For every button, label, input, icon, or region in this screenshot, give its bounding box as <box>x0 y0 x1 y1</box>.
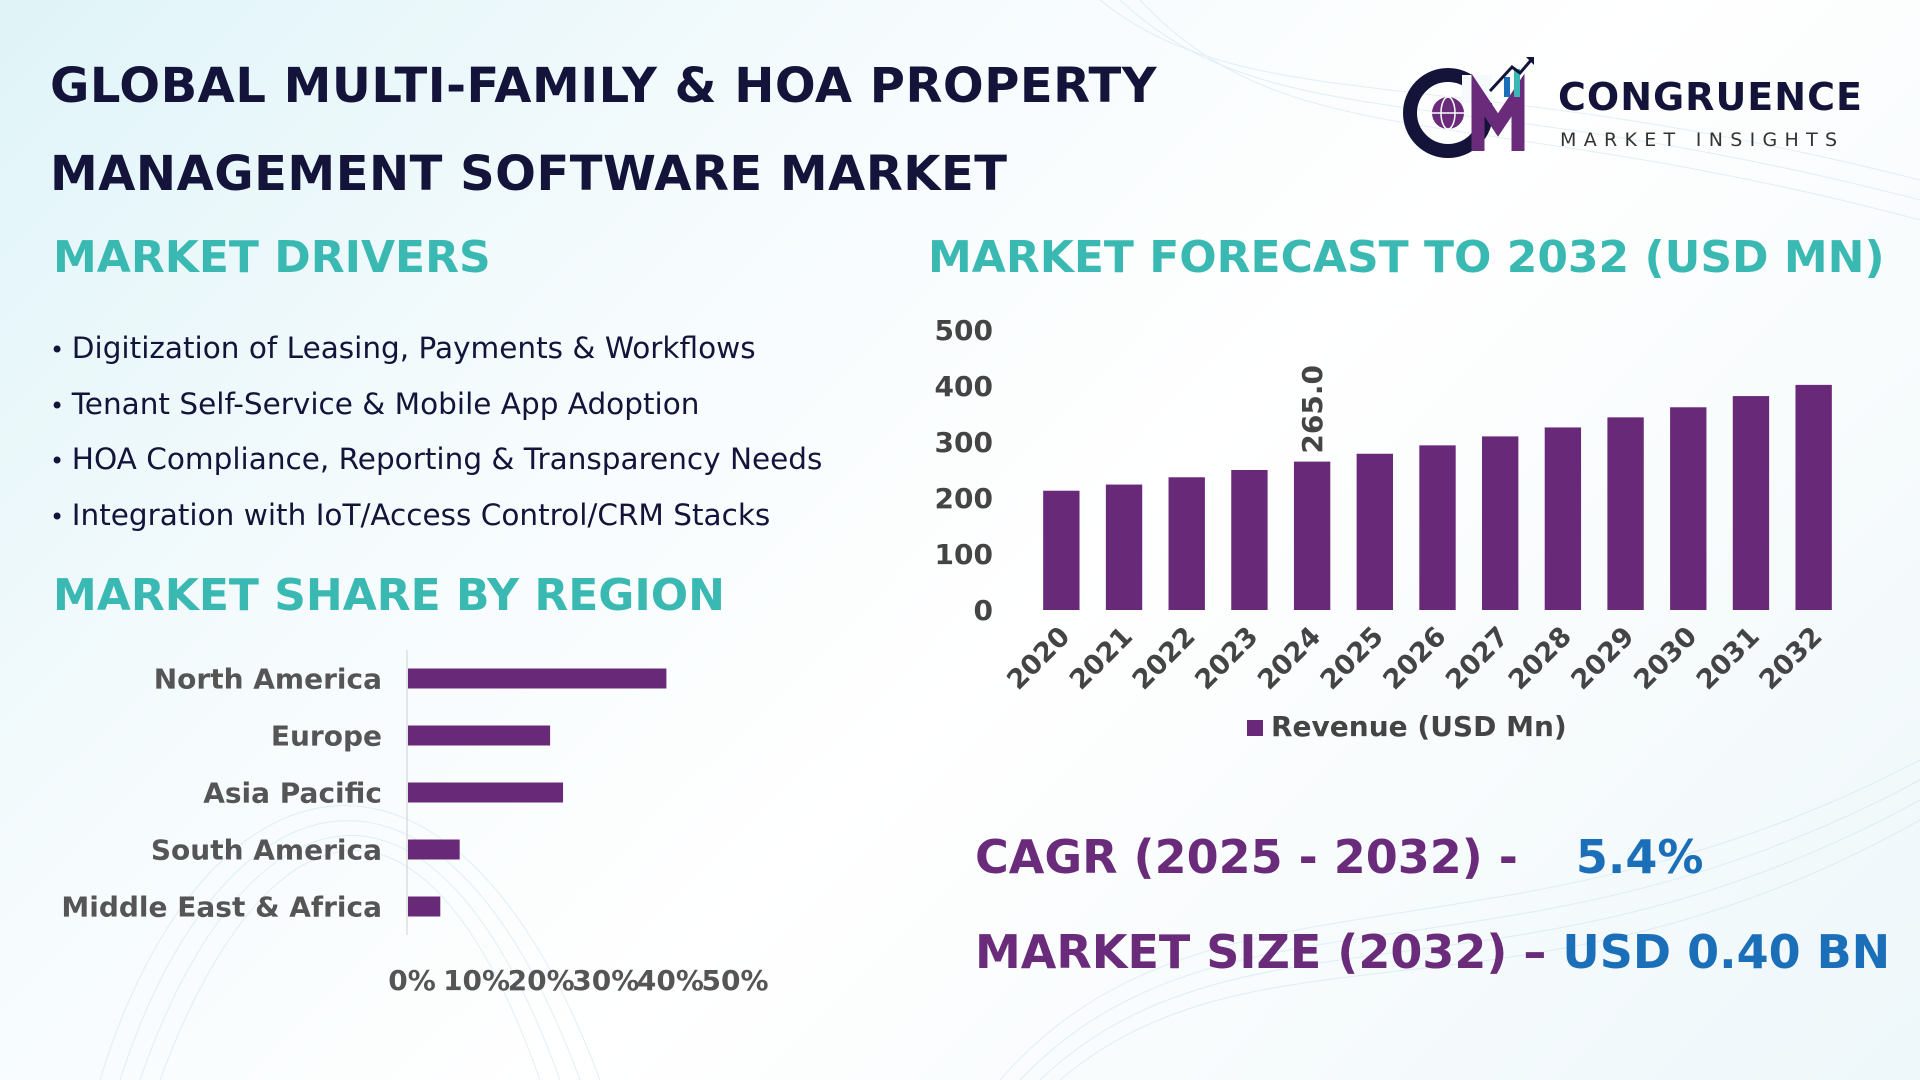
region-x-tick-label: 10% <box>443 964 510 997</box>
region-x-tick-label: 40% <box>637 964 704 997</box>
market-size-stat: MARKET SIZE (2032) – USD 0.40 BN <box>975 925 1890 979</box>
region-category-label: Europe <box>271 720 382 753</box>
forecast-bar <box>1419 445 1456 610</box>
forecast-x-tick-label: 2024 <box>1252 621 1327 696</box>
cagr-label: CAGR (2025 - 2032) - <box>975 830 1518 884</box>
forecast-x-tick-label: 2029 <box>1565 621 1640 696</box>
region-x-tick-label: 0% <box>388 964 436 997</box>
region-bar <box>408 839 460 860</box>
forecast-y-tick-label: 0 <box>974 594 993 627</box>
forecast-data-label: 265.0 <box>1296 365 1329 454</box>
cagr-value: 5.4% <box>1575 830 1704 884</box>
legend-swatch <box>1247 720 1263 736</box>
forecast-y-tick-label: 100 <box>935 538 993 571</box>
region-category-label: South America <box>151 834 382 867</box>
forecast-y-tick-label: 200 <box>935 482 993 515</box>
forecast-x-tick-label: 2028 <box>1503 621 1578 696</box>
forecast-bar <box>1482 436 1519 610</box>
forecast-bar <box>1544 427 1582 610</box>
forecast-bar <box>1607 417 1644 610</box>
region-bar <box>408 668 667 689</box>
market-share-region-chart: North America Europe Asia Pacific South Ame… <box>61 650 769 997</box>
driver-item: Integration with IoT/Access Control/CRM … <box>50 489 822 545</box>
market-drivers-list: Digitization of Leasing, Payments & Work… <box>50 322 823 545</box>
forecast-bar <box>1293 461 1331 610</box>
brand-tagline: MARKET INSIGHTS <box>1560 129 1845 151</box>
forecast-bar <box>1168 477 1205 610</box>
region-bar <box>408 725 551 746</box>
driver-item: Tenant Self-Service & Mobile App Adoptio… <box>50 378 822 434</box>
forecast-bar <box>1670 407 1707 610</box>
market-size-label: MARKET SIZE (2032) – <box>975 925 1547 979</box>
market-forecast-heading: MARKET FORECAST TO 2032 (USD MN) <box>928 232 1885 283</box>
region-bar <box>408 896 441 917</box>
forecast-bar <box>1043 490 1080 610</box>
forecast-x-tick-label: 2020 <box>1001 621 1076 696</box>
region-category-label: Asia Pacific <box>203 777 382 810</box>
forecast-x-tick-label: 2021 <box>1064 621 1139 696</box>
region-x-tick-label: 50% <box>701 964 768 997</box>
market-size-value: USD 0.40 BN <box>1562 925 1891 979</box>
legend-label: Revenue (USD Mn) <box>1271 710 1567 743</box>
page-title: GLOBAL MULTI-FAMILY & HOA PROPERTY MANAG… <box>50 42 1230 218</box>
driver-item: HOA Compliance, Reporting & Transparency… <box>50 433 823 489</box>
cmi-globe-chart-logo-icon <box>1403 57 1534 158</box>
region-x-tick-label: 30% <box>572 964 639 997</box>
driver-item: Digitization of Leasing, Payments & Work… <box>50 322 822 378</box>
page-title-line-2: MANAGEMENT SOFTWARE MARKET <box>50 146 1008 202</box>
brand-logo: CONGRUENCE MARKET INSIGHTS <box>1400 55 1870 165</box>
forecast-x-tick-label: 2032 <box>1754 621 1829 696</box>
forecast-y-tick-label: 300 <box>935 426 993 459</box>
forecast-x-tick-label: 2031 <box>1691 621 1766 696</box>
market-drivers-heading: MARKET DRIVERS <box>53 232 491 283</box>
region-category-label: North America <box>154 663 382 696</box>
forecast-bar <box>1795 384 1832 610</box>
page-title-line-1: GLOBAL MULTI-FAMILY & HOA PROPERTY <box>50 58 1157 114</box>
region-x-tick-label: 20% <box>508 964 575 997</box>
region-category-label: Middle East & Africa <box>61 891 382 924</box>
forecast-x-tick-label: 2025 <box>1315 621 1390 696</box>
brand-name: CONGRUENCE <box>1558 75 1863 119</box>
region-bar <box>408 782 564 803</box>
forecast-bar <box>1105 484 1143 610</box>
forecast-bar <box>1356 453 1393 610</box>
cagr-stat: CAGR (2025 - 2032) - 5.4% <box>975 830 1704 884</box>
forecast-bar <box>1231 470 1268 610</box>
market-forecast-chart: 0 100 200 300 400 500 202020212022202320242025… <box>935 314 1832 743</box>
forecast-x-tick-label: 2023 <box>1189 621 1264 696</box>
forecast-x-tick-label: 2027 <box>1440 621 1515 696</box>
forecast-x-tick-label: 2022 <box>1127 621 1202 696</box>
forecast-y-tick-label: 500 <box>935 314 993 347</box>
market-share-region-heading: MARKET SHARE BY REGION <box>53 570 725 621</box>
forecast-x-tick-label: 2026 <box>1377 621 1452 696</box>
forecast-y-tick-label: 400 <box>935 370 993 403</box>
forecast-x-tick-label: 2030 <box>1628 621 1703 696</box>
forecast-bar <box>1732 396 1770 610</box>
